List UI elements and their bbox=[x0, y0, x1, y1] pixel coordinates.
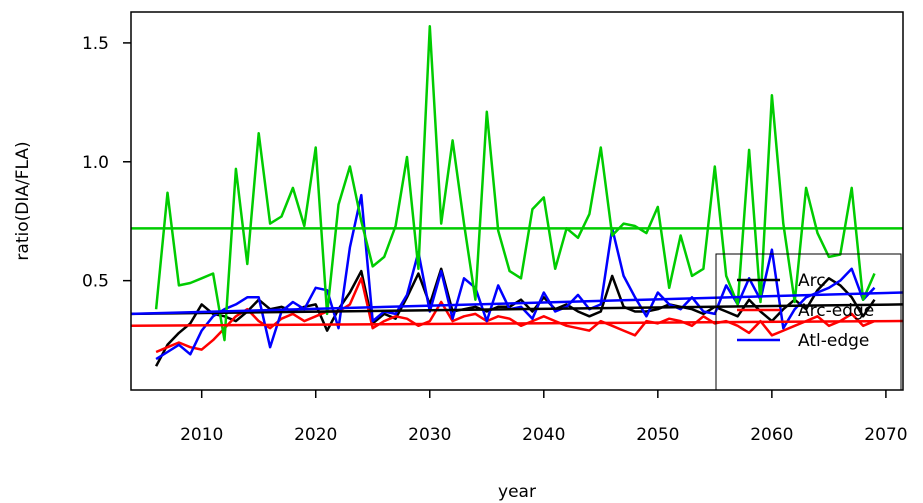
y-tick-label: 1.5 bbox=[82, 34, 109, 54]
y-axis-label: ratio(DIA/FLA) bbox=[13, 141, 33, 260]
x-tick-label: 2040 bbox=[522, 425, 565, 445]
y-tick-label: 1.0 bbox=[82, 153, 109, 173]
x-tick-label: 2010 bbox=[180, 425, 223, 445]
x-tick-label: 2020 bbox=[294, 425, 337, 445]
legend-label-atl-edge: Atl-edge bbox=[798, 331, 869, 351]
x-axis-label: year bbox=[498, 482, 536, 502]
legend-box bbox=[715, 253, 902, 391]
plot-frame bbox=[130, 11, 904, 391]
x-tick-label: 2070 bbox=[864, 425, 907, 445]
x-tick-label: 2060 bbox=[750, 425, 793, 445]
series-line-green bbox=[154, 25, 876, 342]
x-axis: 2010 2020 2030 2040 2050 2060 2070 bbox=[180, 390, 908, 445]
x-tick-label: 2030 bbox=[408, 425, 451, 445]
x-tick-label: 2050 bbox=[636, 425, 679, 445]
legend-label-arc-edge: Arc-edge bbox=[798, 301, 874, 321]
plot-lines bbox=[131, 25, 904, 367]
legend: Arc Arc-edge Atl-edge bbox=[715, 253, 902, 391]
trend-line-atl-edge bbox=[131, 291, 904, 316]
series-line-atl-edge bbox=[155, 193, 876, 361]
trend-line-arc bbox=[131, 303, 904, 316]
y-tick-label: 0.5 bbox=[82, 272, 109, 292]
legend-label-arc: Arc bbox=[798, 271, 826, 291]
y-axis: 0.5 1.0 1.5 bbox=[82, 34, 131, 292]
trend-line-arc-edge bbox=[131, 319, 904, 328]
